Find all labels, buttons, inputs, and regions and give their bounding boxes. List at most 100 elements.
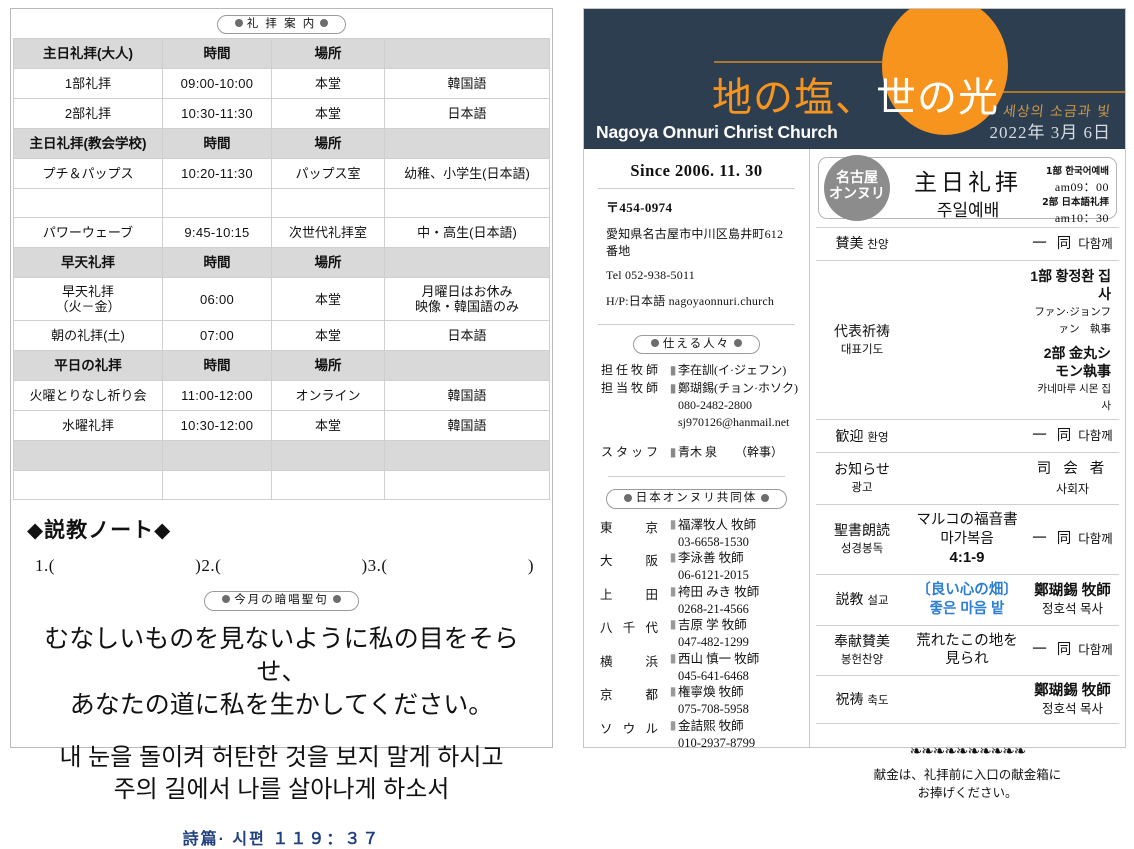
order-row-sermon: 説教 설교 〔良い心の畑〕 좋은 마음 밭 鄭瑚錫 牧師 정호석 목사 (816, 573, 1119, 626)
community-pill-label: 日本オンヌリ共同体 (635, 492, 758, 505)
service2-time: am10：30 (1054, 211, 1109, 226)
cell: 06:00 (162, 277, 272, 322)
table-row (13, 188, 550, 219)
order-label: 代表祈祷 대표기도 (816, 259, 908, 421)
community-pastor: 吉原 学 牧師 (678, 618, 747, 633)
bulletin-sheet: 礼 拝 案 内 主日礼拝(大人) 時間 場所 1部礼拝 09:00-10:00 … (10, 8, 1126, 848)
cell (271, 440, 385, 472)
dot-icon (234, 18, 243, 27)
order-of-service-column: 名古屋 オンヌリ 主日礼拝 주일예배 1部 한국어예배 am09：00 2部 日… (810, 149, 1125, 800)
mc-jp: 司 会 者 (1036, 461, 1109, 478)
memory-verse-reference: 詩篇· 시편 １１９：３７ (182, 831, 381, 848)
community-tel: 06-6121-2015 (678, 568, 749, 583)
community-tel: 0268-21-4566 (678, 601, 749, 616)
cell: 時間 (162, 128, 272, 160)
verse-kr-line-2: 주의 길에서 나를 살아나게 하소서 (113, 776, 450, 804)
list-item: ソウル ▮ 金詰熙 牧師 010-2937-8799 (594, 718, 799, 752)
community-city: 横浜 (600, 654, 658, 669)
divider-bar-icon: ▮ (669, 617, 677, 632)
bulletin-date: 2022年 3月 6日 (989, 123, 1111, 142)
order-row-benediction: 祝祷 축도 鄭瑚錫 牧師 정호석 목사 (816, 675, 1119, 725)
community-tel: 010-2937-8799 (678, 735, 756, 750)
cell: 早天礼拝 （火－金） (13, 277, 163, 322)
spacer (1030, 337, 1115, 344)
scripture-reference: 4:1-9 (949, 549, 985, 567)
note-blank-4: ) (527, 556, 534, 576)
service-header: 名古屋 オンヌリ 主日礼拝 주일예배 1部 한국어예배 am09：00 2部 日… (818, 155, 1117, 226)
table-row: パワーウェーブ 9:45-10:15 次世代礼拝室 中・高生(日本語) (13, 217, 550, 249)
community-pill-row: 日本オンヌリ共同体 (592, 489, 801, 509)
cell (162, 188, 272, 219)
label-kr: 대표기도 (840, 344, 884, 357)
order-row-welcome: 歓迎 환영 一 同 다함께 (816, 419, 1119, 454)
cell: 時間 (162, 350, 272, 382)
cell: プチ＆パップス (13, 158, 163, 190)
prayer1-name: 황정환 집사 (1055, 267, 1111, 303)
order-label: 説教 설교 (816, 573, 908, 626)
order-detail: マルコの福音書 마가복음 4:1-9 (908, 503, 1026, 575)
dot-icon (222, 595, 231, 604)
list-item: 横浜 ▮ 西山 慎一 牧師 045-641-6468 (594, 651, 799, 685)
cell: 場所 (271, 128, 385, 160)
label-jp: 説教 (835, 590, 864, 607)
divider-bar-icon: ▮ (669, 684, 677, 699)
cell (384, 38, 550, 70)
divider-bar-icon: ▮ (669, 380, 677, 395)
memory-verse-korean: 내 눈을 돌이켜 허탄한 것을 보지 말게 하시고 주의 길에서 나를 살아나게… (11, 742, 552, 807)
homepage: H/P:日本語 nagoyaonnuri.church (606, 294, 775, 308)
badge-line-2: オンヌリ (829, 186, 885, 203)
cell: 11:00-12:00 (162, 380, 272, 412)
banner-title-japanese: 地の塩、世の光 (712, 65, 999, 123)
dot-icon (734, 338, 743, 347)
verse-kr-line-1: 내 눈을 돌이켜 허탄한 것을 보지 말게 하시고 (59, 743, 504, 771)
staff-name: 青木 泉 （幹事） (678, 444, 799, 460)
table-row: 早天礼拝 時間 場所 (13, 247, 550, 279)
cell: 10:20-11:30 (162, 158, 272, 190)
scripture-book-jp: マルコの福音書 (916, 511, 1018, 528)
cell (384, 247, 550, 279)
cell: 次世代礼拝室 (271, 217, 385, 249)
cell: 月曜日はお休み 映像・韓国語のみ (384, 277, 550, 322)
staff-name: 李在訓(イ·ジェフン) (678, 363, 787, 378)
church-badge: 名古屋 オンヌリ (824, 155, 890, 221)
cell: 本堂 (271, 320, 385, 352)
table-row: 平日の礼拝 時間 場所 (13, 350, 550, 382)
label-jp: 祝祷 (835, 691, 864, 708)
cell: 幼稚、小学生(日本語) (384, 158, 550, 190)
label-kr: 광고 (851, 482, 873, 495)
community-city: 大阪 (600, 554, 658, 569)
banner-title-part-3: の (917, 75, 958, 121)
community-church-list: 東京 ▮ 福澤牧人 牧師 03-6658-1530 大阪 ▮ 李泳善 牧師 06… (592, 509, 801, 752)
banner-title-part-4: 光 (958, 75, 999, 121)
service1-time: am09：00 (1054, 180, 1109, 195)
staff-section-pill: 仕える人々 (632, 334, 761, 355)
schedule-pill-row: 礼 拝 案 内 (11, 9, 552, 38)
cell (384, 188, 550, 219)
cell (162, 440, 272, 472)
right-body: Since 2006. 11. 30 〒454-0974 愛知県名古屋市中川区島… (584, 149, 1125, 800)
memory-verse-pill: 今月の暗唱聖句 (204, 591, 359, 611)
label-kr: 성경봉독 (840, 543, 884, 556)
left-page: 礼 拝 案 内 主日礼拝(大人) 時間 場所 1部礼拝 09:00-10:00 … (10, 8, 553, 848)
dot-icon (623, 493, 632, 502)
schedule-pill-label: 礼 拝 案 内 (246, 17, 317, 30)
prayer1-sub: ファン·ジョンファン 執事 (1034, 306, 1111, 335)
right-page: 地の塩、世の光 세상의 소금과 빛 Nagoya Onnuri Christ C… (583, 8, 1126, 800)
cell: 9:45-10:15 (162, 217, 272, 249)
community-tel: 047-482-1299 (678, 635, 749, 650)
dot-icon (320, 18, 329, 27)
divider-bar-icon: ▮ (669, 650, 677, 665)
cell: 09:00-10:00 (162, 68, 272, 100)
order-row-prayer: 代表祈祷 대표기도 1部 황정환 집사 ファン·ジョンファン 執事 2部 金丸シモ… (816, 259, 1119, 421)
benediction-preacher-jp: 鄭瑚錫 牧師 (1034, 683, 1111, 700)
cell: 平日の礼拝 (13, 350, 163, 382)
cell: 水曜礼拝 (13, 410, 163, 442)
verse-jp-line-1: むなしいものを見ないように私の目をそらせ、 (44, 624, 519, 686)
cell: 場所 (271, 247, 385, 279)
community-pastor: 金詰熙 牧師 (678, 718, 744, 733)
table-row (13, 440, 550, 472)
cell: 主日礼拝(大人) (13, 38, 163, 70)
cell: 本堂 (271, 410, 385, 442)
dot-icon (650, 338, 659, 347)
staff-role: 担任牧師 (600, 363, 661, 378)
